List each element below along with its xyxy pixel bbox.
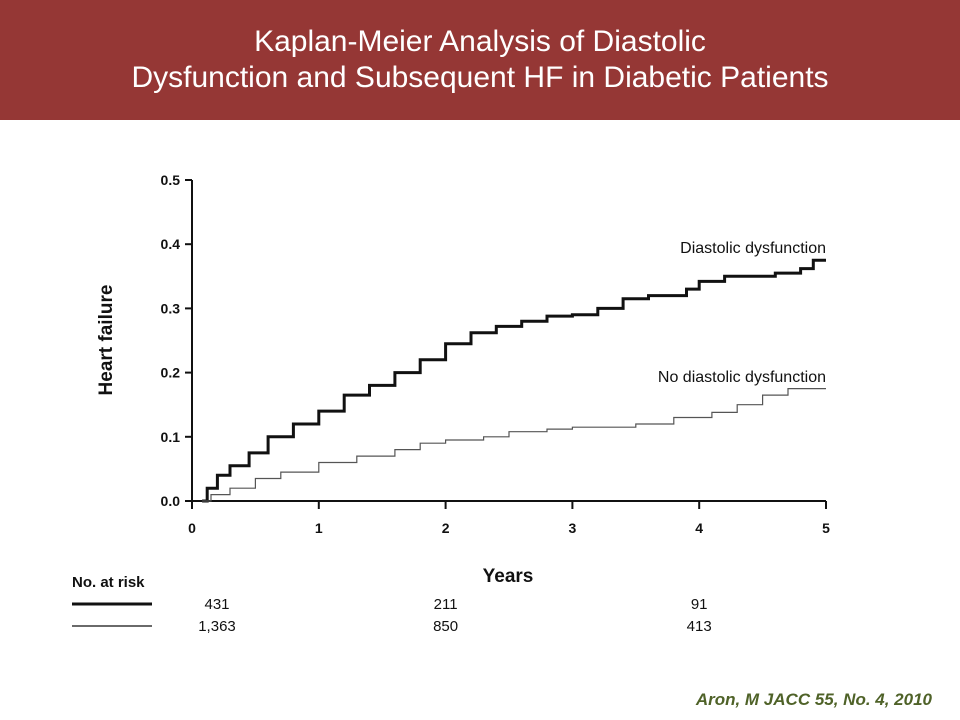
series-lines	[202, 258, 826, 503]
x-tick-label: 1	[315, 520, 323, 536]
y-tick-label: 0.5	[161, 172, 181, 188]
series-labels: Diastolic dysfunction No diastolic dysfun…	[658, 240, 826, 386]
x-tick-label: 0	[188, 520, 196, 536]
kaplan-meier-chart: 0.0 0.1 0.2 0.3 0.4 0.5 Heart failure 0 1 2 3 4 5 Ye…	[72, 172, 830, 635]
x-tick-label: 4	[695, 520, 703, 536]
series-label-no-diastolic-dysfunction: No diastolic dysfunction	[658, 369, 826, 386]
x-tick-label: 3	[569, 520, 577, 536]
at-risk-value: 850	[433, 618, 458, 635]
y-tick-label: 0.2	[161, 365, 181, 381]
x-axis-title: Years	[483, 566, 534, 587]
x-tick-label: 5	[822, 520, 830, 536]
at-risk-value: 91	[691, 596, 708, 613]
series-line-diastolic-dysfunction	[202, 258, 826, 503]
at-risk-value: 1,363	[198, 618, 236, 635]
x-axis: 0 1 2 3 4 5 Years	[188, 500, 830, 587]
y-tick-label: 0.3	[161, 300, 181, 316]
y-tick-label: 0.1	[161, 429, 181, 445]
slide-title-line-1: Kaplan-Meier Analysis of Diastolic	[254, 25, 706, 58]
y-tick-label: 0.4	[161, 236, 181, 252]
y-axis-title: Heart failure	[96, 285, 117, 396]
citation: Aron, M JACC 55, No. 4, 2010	[695, 690, 932, 709]
slide-title-line-2: Dysfunction and Subsequent HF in Diabeti…	[131, 61, 829, 94]
series-line-no-diastolic-dysfunction	[202, 388, 826, 502]
at-risk-value: 211	[434, 596, 458, 613]
at-risk-value: 413	[687, 618, 712, 635]
at-risk-heading: No. at risk	[72, 574, 145, 591]
y-tick-label: 0.0	[161, 493, 181, 509]
y-axis: 0.0 0.1 0.2 0.3 0.4 0.5 Heart failure	[96, 172, 193, 509]
at-risk-value: 431	[204, 596, 229, 613]
x-tick-label: 2	[442, 520, 450, 536]
at-risk-table: No. at risk 431 211 91 1,363 850 413	[72, 574, 712, 635]
series-label-diastolic-dysfunction: Diastolic dysfunction	[680, 240, 826, 257]
slide-header: Kaplan-Meier Analysis of Diastolic Dysfu…	[0, 0, 960, 120]
